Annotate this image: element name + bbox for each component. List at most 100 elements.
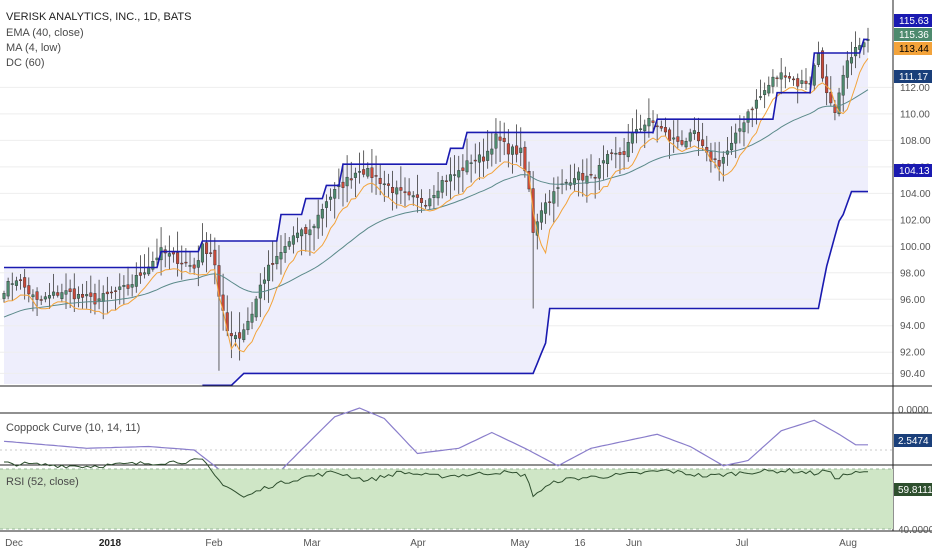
candle-down — [19, 279, 23, 281]
candle-up — [14, 280, 18, 286]
candle-up — [353, 172, 357, 178]
candle-down — [39, 299, 43, 301]
candle-down — [386, 183, 390, 186]
candle-down — [304, 227, 308, 234]
candle-up — [494, 133, 498, 149]
price-axis-tick: 102.00 — [900, 215, 931, 226]
candle-up — [52, 291, 56, 296]
time-axis-tick: Jun — [626, 538, 642, 549]
price-tags: 115.63 115.36 113.44 111.17 104.13 — [894, 14, 932, 177]
legend-item-dc[interactable]: DC (60) — [6, 57, 45, 69]
candle-down — [362, 169, 366, 175]
candle-up — [771, 76, 775, 87]
candle-up — [643, 124, 647, 132]
price-tag: 104.13 — [894, 164, 932, 177]
candle-down — [676, 136, 680, 142]
coppock-pane: Coppock Curve (10, 14, 11) — [0, 407, 893, 484]
candle-up — [800, 80, 804, 84]
candle-down — [176, 252, 180, 264]
candle-down — [680, 140, 684, 145]
candle-up — [684, 141, 688, 148]
candle-up — [308, 229, 312, 236]
candle-up — [854, 47, 858, 57]
candle-up — [477, 154, 481, 163]
time-axis-tick: Dec — [5, 538, 23, 549]
candle-up — [630, 132, 634, 144]
candle-down — [192, 264, 196, 269]
candle-down — [668, 129, 672, 141]
candle-down — [610, 152, 614, 154]
candle-up — [585, 175, 589, 184]
candle-up — [730, 142, 734, 151]
candle-up — [812, 65, 816, 86]
price-axis-tick: 108.00 — [900, 136, 931, 147]
candle-down — [783, 75, 787, 78]
coppock-axis-tick: 0.0000 — [898, 405, 929, 416]
candle-up — [97, 298, 101, 302]
candlestick-series — [2, 27, 870, 371]
candle-down — [229, 333, 233, 337]
candle-down — [444, 180, 448, 182]
time-axis-tick: Aug — [839, 538, 857, 549]
candle-down — [238, 332, 242, 339]
candle-down — [374, 175, 378, 177]
candle-up — [457, 170, 461, 178]
candle-up — [448, 174, 452, 182]
candle-up — [626, 142, 630, 158]
coppock-last-tag: 2.5474 — [894, 434, 932, 447]
candle-up — [43, 296, 47, 300]
candle-up — [167, 253, 171, 257]
candle-down — [56, 292, 60, 296]
candle-up — [465, 160, 469, 173]
price-axis-tick: 112.00 — [900, 83, 930, 94]
candle-up — [196, 260, 200, 268]
candle-up — [6, 281, 10, 297]
candle-down — [821, 50, 825, 79]
candle-down — [502, 137, 506, 142]
candle-down — [81, 294, 85, 298]
price-axis-tick: 92.00 — [900, 348, 925, 359]
candle-down — [651, 120, 655, 123]
candle-up — [31, 294, 35, 298]
candle-down — [391, 187, 395, 193]
candle-up — [151, 260, 155, 270]
candle-up — [130, 284, 134, 288]
legend-item-ma[interactable]: MA (4, low) — [6, 42, 61, 54]
candle-down — [659, 126, 663, 129]
candle-up — [469, 162, 473, 164]
candle-up — [614, 152, 618, 155]
candle-up — [841, 74, 845, 96]
candle-down — [825, 76, 829, 94]
candle-down — [35, 291, 39, 300]
time-axis-tick: Jul — [736, 538, 749, 549]
candle-up — [763, 90, 767, 96]
candle-down — [498, 136, 502, 141]
candle-down — [506, 143, 510, 155]
candle-up — [767, 84, 771, 94]
candle-down — [349, 178, 353, 181]
candle-up — [358, 171, 362, 173]
candle-down — [403, 191, 407, 193]
rsi-pane: RSI (52, close) — [0, 458, 893, 530]
candle-down — [209, 252, 213, 254]
candle-down — [138, 272, 142, 276]
svg-text:115.36: 115.36 — [899, 30, 929, 41]
candle-up — [275, 255, 279, 265]
candle-down — [126, 284, 130, 289]
candle-down — [420, 198, 424, 203]
candle-up — [60, 292, 64, 299]
price-tag: 111.17 — [894, 70, 932, 83]
candle-up — [519, 147, 523, 153]
price-axis-tick: 94.00 — [900, 321, 925, 332]
price-axis-tick: 104.00 — [900, 189, 931, 200]
time-axis[interactable]: Dec 2018 Feb Mar Apr May 16 Jun Jul Aug — [5, 538, 857, 549]
candle-up — [345, 176, 349, 187]
candle-up — [453, 174, 457, 176]
legend-item-ema[interactable]: EMA (40, close) — [6, 27, 84, 39]
legend: VERISK ANALYTICS, INC., 1D, BATS EMA (40… — [6, 11, 191, 69]
candle-up — [837, 92, 841, 115]
candle-down — [68, 288, 72, 293]
candle-down — [370, 167, 374, 178]
candle-down — [205, 242, 209, 254]
candle-up — [759, 96, 763, 98]
